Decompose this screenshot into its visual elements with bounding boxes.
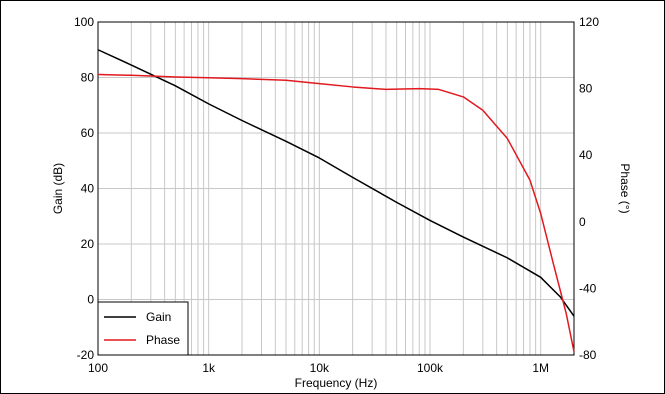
y-axis-right-label: Phase (°): [618, 163, 632, 213]
legend-label-gain: Gain: [146, 310, 171, 324]
y-right-tick-label: 0: [579, 215, 586, 229]
series-line-phase: [97, 73, 575, 352]
x-axis-label: Frequency (Hz): [295, 376, 378, 390]
legend-label-phase: Phase: [146, 333, 180, 347]
x-tick-label: 100k: [417, 361, 444, 375]
plot-area-border: [97, 21, 575, 356]
y-left-tick-label: -20: [77, 348, 95, 362]
y-left-tick-label: 0: [87, 293, 94, 307]
y-left-tick-label: 60: [81, 126, 95, 140]
legend: Gain Phase: [97, 301, 189, 356]
y-left-tick-label: 40: [81, 182, 95, 196]
series-layer: [97, 49, 575, 352]
x-tick-label: 100: [88, 361, 108, 375]
y-axis-left-label: Gain (dB): [51, 163, 65, 214]
y-left-tick-label: 100: [74, 15, 94, 29]
x-tick-label: 10k: [310, 361, 330, 375]
x-tick-label: 1M: [532, 361, 549, 375]
y-right-tick-label: -80: [579, 348, 597, 362]
y-left-tick-label: 20: [81, 237, 95, 251]
y-right-tick-label: -40: [579, 281, 597, 295]
series-line-gain: [97, 49, 575, 317]
legend-box: [97, 301, 189, 356]
tick-labels: 100 1k 10k 100k 1M 100 80 60 40 20 0 -20 120 80 40 0 -40…: [74, 15, 599, 375]
y-right-tick-label: 80: [579, 82, 593, 96]
x-tick-label: 1k: [202, 361, 216, 375]
y-left-tick-label: 80: [81, 71, 95, 85]
y-right-tick-label: 40: [579, 148, 593, 162]
y-right-tick-label: 120: [579, 15, 599, 29]
